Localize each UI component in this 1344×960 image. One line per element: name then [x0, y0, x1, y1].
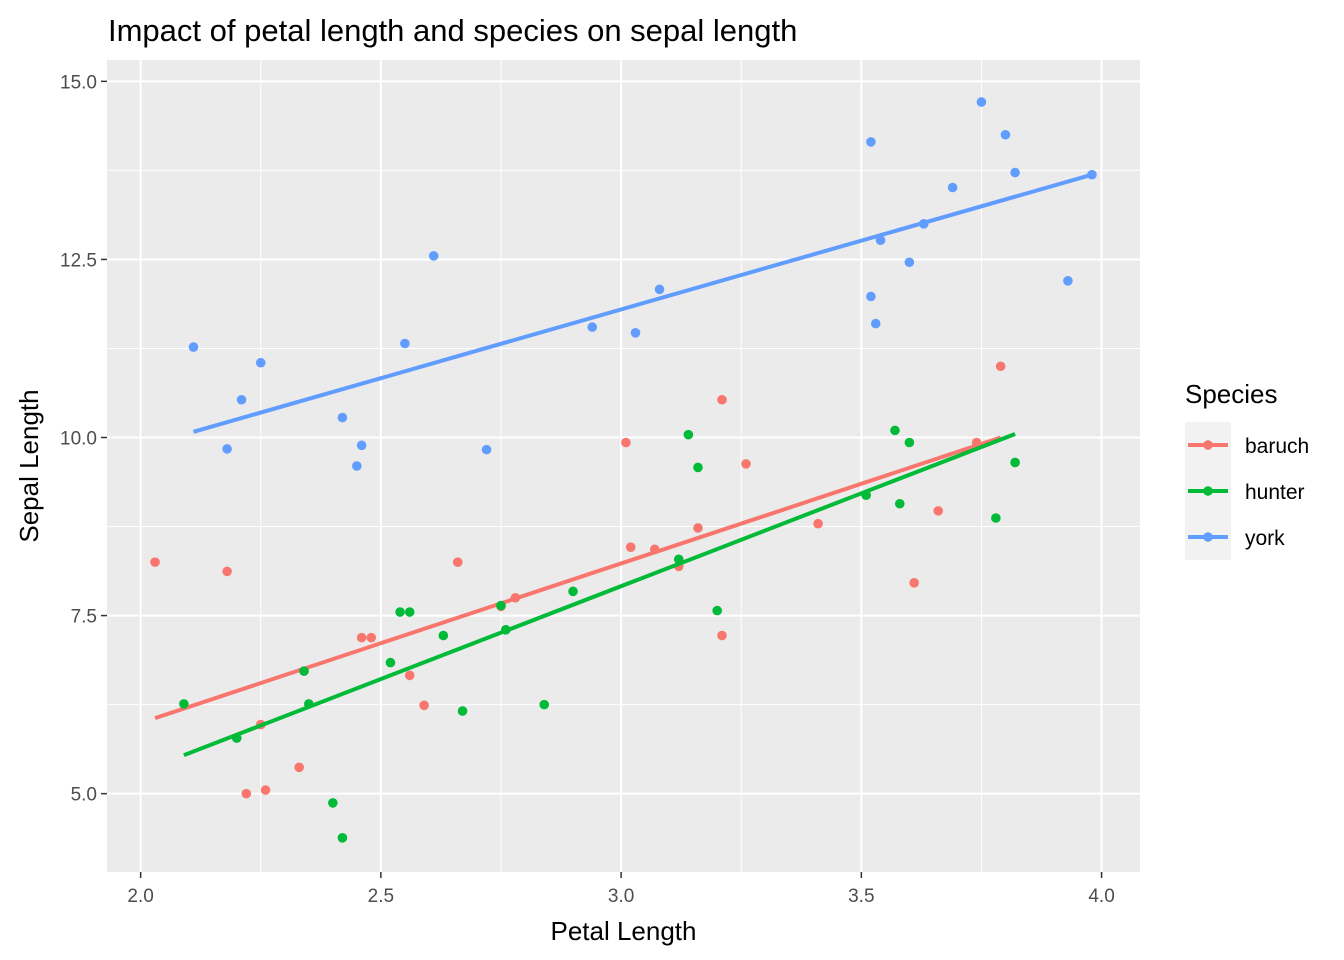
data-point-york [236, 394, 247, 405]
data-point-york [481, 444, 492, 455]
data-point-baruch [933, 506, 944, 516]
data-point-york [337, 412, 348, 423]
legend-item-baruch: baruch [1185, 422, 1309, 468]
data-point-york [904, 257, 915, 268]
trend-line-hunter [183, 432, 1016, 758]
data-point-york [188, 342, 199, 352]
data-point-hunter [337, 833, 348, 843]
chart-title: Impact of petal length and species on se… [108, 13, 797, 48]
data-point-baruch [717, 394, 727, 405]
data-point-baruch [621, 437, 631, 448]
data-point-baruch [222, 566, 232, 577]
data-point-hunter [1010, 457, 1020, 468]
x-axis-title: Petal Length [550, 916, 696, 946]
data-point-baruch [717, 630, 727, 641]
data-point-baruch [741, 459, 751, 469]
data-point-york [222, 444, 232, 454]
data-point-hunter [179, 699, 189, 709]
y-tick-label: 12.5 [60, 250, 97, 271]
legend-label-baruch: baruch [1245, 435, 1309, 458]
data-point-york [1010, 167, 1020, 178]
data-point-baruch [813, 518, 823, 529]
data-point-baruch [625, 542, 636, 552]
data-point-baruch [241, 788, 252, 799]
data-point-hunter [890, 425, 900, 436]
legend-label-hunter: hunter [1245, 481, 1305, 504]
data-point-york [654, 284, 665, 295]
trend-line-baruch [154, 435, 1002, 721]
data-point-baruch [693, 523, 703, 533]
series-york [188, 97, 1097, 471]
x-axis: 2.0 2.5 3.0 3.5 4.0 [127, 872, 1115, 907]
legend-item-hunter: hunter [1185, 468, 1305, 514]
legend-label-york: york [1245, 527, 1285, 550]
y-tick-label: 5.0 [71, 785, 97, 806]
data-point-baruch [150, 557, 160, 567]
data-point-baruch [419, 700, 429, 711]
data-point-hunter [693, 462, 703, 473]
data-point-hunter [991, 513, 1001, 523]
data-point-hunter [404, 607, 415, 617]
x-tick-label: 3.0 [608, 886, 634, 907]
data-point-york [587, 322, 598, 332]
data-point-baruch [366, 632, 377, 643]
data-point-hunter [328, 798, 338, 808]
data-point-baruch [260, 785, 271, 795]
x-tick-label: 3.5 [848, 886, 874, 907]
data-point-baruch [995, 361, 1006, 372]
data-point-hunter [894, 498, 905, 509]
data-point-york [866, 137, 876, 147]
data-point-hunter [438, 630, 449, 641]
y-tick-label: 10.0 [60, 429, 97, 450]
data-point-hunter [299, 666, 309, 676]
data-point-baruch [909, 578, 919, 588]
data-point-baruch [294, 762, 304, 773]
data-point-york [947, 182, 958, 193]
minor-gridlines [107, 60, 1140, 872]
series-layer [150, 97, 1097, 843]
x-tick-label: 4.0 [1088, 886, 1114, 907]
data-point-york [1063, 276, 1073, 286]
data-point-york [870, 318, 881, 329]
legend: Species baruch hunter york [1185, 379, 1309, 560]
data-point-york [1000, 129, 1011, 140]
x-tick-label: 2.0 [127, 886, 153, 907]
data-point-york [630, 328, 641, 338]
legend-title: Species [1185, 379, 1278, 409]
data-point-york [866, 291, 876, 302]
data-point-york [255, 357, 266, 368]
data-point-york [356, 440, 367, 451]
data-point-hunter [683, 429, 694, 440]
data-point-hunter [539, 699, 550, 710]
y-axis: 5.0 7.5 10.0 12.5 15.0 [60, 72, 107, 806]
data-point-baruch [452, 557, 463, 567]
data-point-hunter [457, 706, 468, 716]
trend-line-york [192, 172, 1093, 434]
data-point-york [976, 97, 987, 107]
major-gridlines [107, 60, 1140, 872]
legend-item-york: york [1185, 514, 1285, 560]
legend-key-point [1203, 440, 1213, 450]
plot-panel [107, 60, 1140, 872]
series-hunter [179, 425, 1020, 843]
data-point-hunter [904, 437, 915, 448]
legend-key-point [1203, 486, 1213, 496]
y-tick-label: 7.5 [71, 607, 97, 628]
data-point-hunter [712, 605, 722, 616]
data-point-hunter [385, 657, 396, 668]
x-tick-label: 2.5 [368, 886, 394, 907]
legend-key-point [1203, 532, 1213, 542]
y-tick-label: 15.0 [60, 72, 97, 93]
data-point-hunter [568, 586, 578, 597]
data-point-hunter [395, 607, 405, 617]
data-point-york [352, 461, 362, 471]
data-point-york [428, 251, 439, 261]
data-point-baruch [356, 632, 367, 643]
data-point-hunter [496, 600, 506, 611]
y-axis-title: Sepal Length [14, 389, 44, 542]
data-point-baruch [404, 670, 415, 681]
data-point-york [400, 338, 410, 349]
